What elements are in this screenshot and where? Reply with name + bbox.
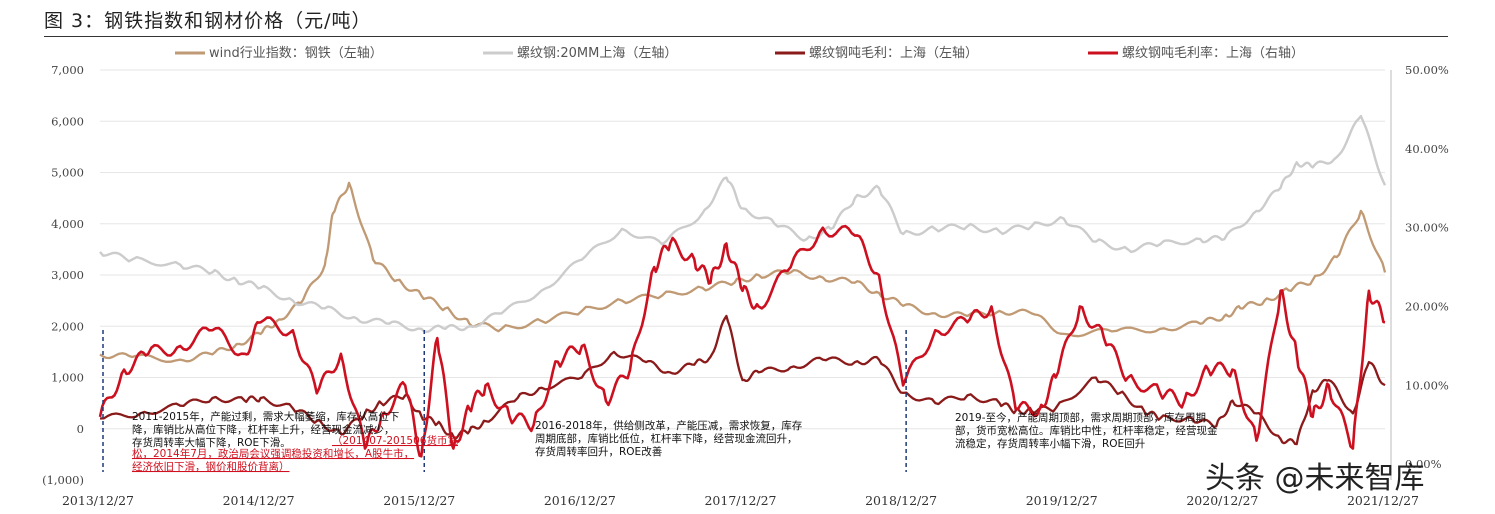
legend-label: 螺纹钢:20MM上海（左轴） (517, 46, 677, 61)
x-tick-label: 2021/12/27 (1347, 493, 1419, 508)
annotation-red-line: （201407-201506货币宽 (332, 434, 458, 447)
figure-title: 图 3：钢铁指数和钢材价格（元/吨） (44, 10, 372, 32)
x-tick-label: 2019/12/27 (1026, 493, 1098, 508)
right-tick-label: 30.00% (1405, 221, 1449, 235)
right-tick-label: 10.00% (1405, 378, 1449, 392)
left-tick-label: 0 (77, 422, 84, 436)
left-tick-label: 6,000 (51, 114, 84, 128)
right-axis-ticks: 0.00% 10.00% 20.00% 30.00% 40.00% 50.00% (1390, 63, 1449, 480)
legend-label: 螺纹钢吨毛利：上海（左轴） (809, 46, 978, 61)
annotation-line: 部，货币宽松高位。库销比中性，杠杆率稳定，经营现金 (955, 424, 1218, 437)
title-rule (44, 36, 1448, 37)
x-tick-label: 2014/12/27 (223, 493, 295, 508)
annotation-line: 降，库销比从高位下降，杠杆率上升，经营现金流减少， (132, 423, 395, 436)
grid (100, 69, 1385, 430)
series-group (98, 114, 1387, 458)
x-tick-label: 2016/12/27 (544, 493, 616, 508)
left-tick-label: 2,000 (51, 319, 84, 333)
left-tick-label: (1,000) (42, 473, 84, 487)
right-tick-label: 40.00% (1405, 142, 1449, 156)
x-axis-ticks: 2013/12/27 2014/12/27 2015/12/27 2016/12/27… (62, 493, 1419, 508)
x-tick-label: 2013/12/27 (62, 493, 134, 508)
series-line-rebar-price (99, 114, 1387, 334)
annotation-red-line: 经济依旧下滑，钢价和股价背离） (132, 460, 290, 473)
annotations: 2011-2015年，产能过剩，需求大幅萎缩，库存从高位下降，库销比从高位下降，… (132, 410, 1218, 473)
left-tick-label: 3,000 (51, 268, 84, 282)
annotation-line: 2011-2015年，产能过剩，需求大幅萎缩，库存从高位下 (132, 410, 399, 423)
watermark: 头条 @未来智库 (1205, 461, 1425, 496)
right-tick-label: 20.00% (1405, 300, 1449, 314)
annotation-line: 存货周转率大幅下降，ROE下滑。 (132, 436, 291, 449)
left-tick-label: 5,000 (51, 166, 84, 180)
left-tick-label: 4,000 (51, 217, 84, 231)
annotation-line: 2019-至今，产能周期顶部，需求周期顶部，库存周期 (955, 411, 1206, 424)
right-tick-label: 50.00% (1405, 63, 1449, 77)
series-line-rebar-margin (99, 314, 1386, 446)
annotation-line: 流稳定，存货周转率小幅下滑，ROE回升 (955, 437, 1145, 450)
left-axis-ticks: (1,000) 0 1,000 2,000 3,000 4,000 5,000 6,000 7,… (42, 63, 84, 487)
vertical-markers (102, 330, 907, 472)
series-line-steel-index (99, 181, 1387, 363)
x-tick-label: 2015/12/27 (383, 493, 455, 508)
x-tick-label: 2020/12/27 (1186, 493, 1258, 508)
series-line-rebar-margin-rate (98, 224, 1386, 458)
x-tick-label: 2017/12/27 (704, 493, 776, 508)
left-tick-label: 1,000 (51, 371, 84, 385)
left-tick-label: 7,000 (51, 63, 84, 77)
legend: wind行业指数：钢铁（左轴） 螺纹钢:20MM上海（左轴） 螺纹钢吨毛利：上海（左… (175, 45, 1304, 61)
right-tick-label: 0.00% (1405, 457, 1442, 471)
annotation-line: 2016-2018年，供给侧改革，产能压减，需求恢复，库存 (535, 419, 803, 432)
annotation-line: 存货周转率回升，ROE改善 (535, 445, 662, 458)
x-tick-label: 2018/12/27 (865, 493, 937, 508)
legend-label: 螺纹钢吨毛利率：上海（右轴） (1122, 45, 1304, 61)
legend-label: wind行业指数：钢铁（左轴） (209, 46, 383, 61)
annotation-red-line: 松，2014年7月，政治局会议强调稳投资和增长，A股牛市， (132, 447, 414, 460)
annotation-line: 周期底部，库销比低位，杠杆率下降，经营现金流回升， (535, 432, 798, 445)
